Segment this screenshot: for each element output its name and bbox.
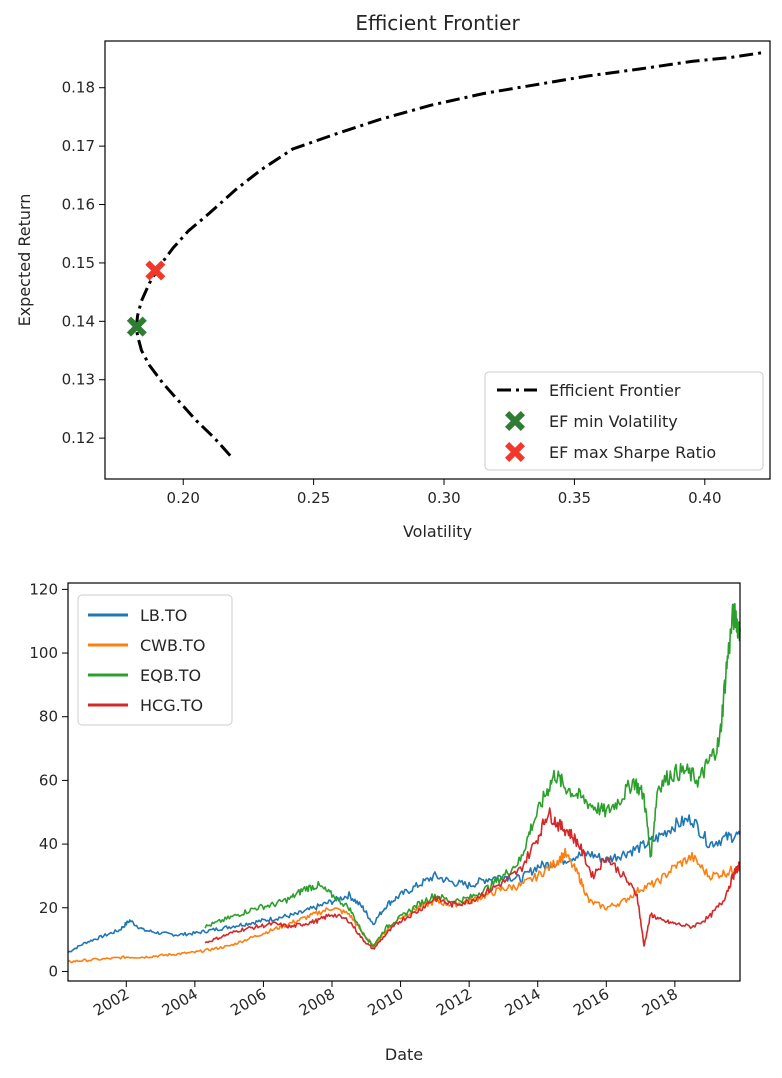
x-axis-label: Volatility xyxy=(403,522,472,540)
chart-title: Efficient Frontier xyxy=(355,11,520,35)
x-tick-label: 0.25 xyxy=(297,489,330,507)
y-tick-label: 0.15 xyxy=(62,254,95,272)
price-history-chart: 0 20 40 60 80 100 120 2002 2004 2006 2008 2010 2012 2… xyxy=(29,580,741,1064)
y-tick-label: 0.12 xyxy=(62,429,95,447)
y-tick-label: 120 xyxy=(29,580,58,598)
x-tick-label: 2014 xyxy=(502,985,544,1020)
eqb-to-line xyxy=(204,602,741,948)
x-tick-label: 0.35 xyxy=(558,489,591,507)
y-tick-label: 0.18 xyxy=(62,79,95,97)
y-tick-label: 60 xyxy=(39,771,58,789)
y-tick-label: 40 xyxy=(39,835,58,853)
plot-frame xyxy=(104,40,771,480)
y-tick-label: 0.17 xyxy=(62,137,95,155)
x-tick-label: 0.20 xyxy=(167,489,200,507)
y-tick-label: 100 xyxy=(29,644,58,662)
legend-label: CWB.TO xyxy=(140,636,205,655)
x-tick-label: 2018 xyxy=(639,985,681,1020)
x-tick-label: 2008 xyxy=(296,985,338,1020)
legend-marker xyxy=(505,411,525,431)
legend-box xyxy=(77,594,233,726)
y-tick-label: 0 xyxy=(48,962,58,980)
y-tick-label: 0.16 xyxy=(62,196,95,214)
legend-label: HCG.TO xyxy=(140,696,203,715)
x-tick-label: 2010 xyxy=(365,985,407,1020)
x-tick-label: 2006 xyxy=(227,985,269,1020)
x-axis-label: Date xyxy=(385,1045,423,1064)
y-tick-label: 20 xyxy=(39,899,58,917)
cwb-to-line xyxy=(67,847,741,964)
ef-min-volatility-marker xyxy=(126,316,147,337)
x-tick-label: 2004 xyxy=(159,985,201,1020)
y-tick-label: 80 xyxy=(39,708,58,726)
legend-label: EF min Volatility xyxy=(549,412,678,431)
hcg-to-line xyxy=(204,807,741,950)
legend-label: Efficient Frontier xyxy=(549,381,681,400)
legend-marker xyxy=(505,442,525,462)
x-tick-label: 2016 xyxy=(570,985,612,1020)
x-tick-label: 2002 xyxy=(90,985,132,1020)
legend-label: EQB.TO xyxy=(140,666,201,685)
x-tick-label: 0.30 xyxy=(427,489,460,507)
y-tick-label: 0.14 xyxy=(62,312,95,330)
y-tick-label: 0.13 xyxy=(62,371,95,389)
efficient-frontier-line xyxy=(134,51,763,457)
efficient-frontier-chart: Efficient Frontier 0.20 0.25 0.30 0.35 0.40 0.… xyxy=(15,11,771,540)
x-tick-label: 2012 xyxy=(433,985,475,1020)
plot-frame xyxy=(67,582,741,982)
lb-to-line xyxy=(67,814,741,954)
legend-box xyxy=(484,371,764,471)
legend-label: EF max Sharpe Ratio xyxy=(549,443,716,462)
legend-label: LB.TO xyxy=(140,606,187,625)
x-tick-label: 0.40 xyxy=(688,489,721,507)
y-axis-label: Expected Return xyxy=(15,194,34,327)
ef-max-sharpe-ratio-marker xyxy=(145,260,166,281)
